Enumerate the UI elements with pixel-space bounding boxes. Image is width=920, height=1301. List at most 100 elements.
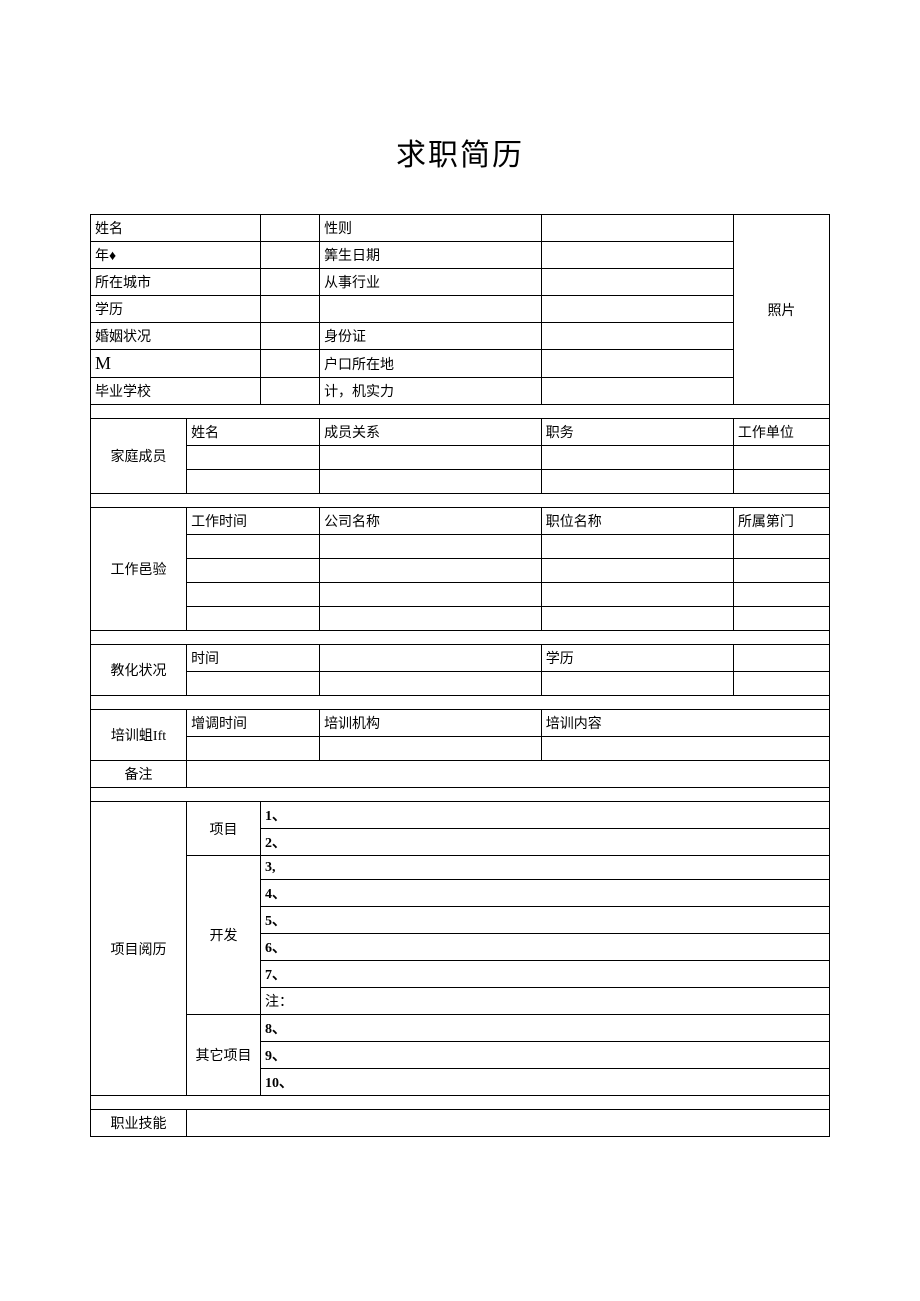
- family-row: [541, 470, 733, 494]
- family-row: [733, 470, 829, 494]
- value-industry: [541, 269, 733, 296]
- work-time-header: 工作时间: [187, 508, 320, 535]
- project-item: 注：: [260, 988, 829, 1015]
- label-computer: 计，机实力: [320, 378, 542, 405]
- value-skills: [187, 1110, 830, 1137]
- photo-cell: 照片: [733, 215, 829, 405]
- value-education3: [541, 296, 733, 323]
- training-row: [187, 737, 320, 761]
- project-item: 8、: [260, 1015, 829, 1042]
- value-marital: [260, 323, 319, 350]
- edu-cell: [320, 645, 542, 672]
- project-item: 2、: [260, 829, 829, 856]
- work-department-header: 所属第门: [733, 508, 829, 535]
- training-time-header: 增调时间: [187, 710, 320, 737]
- value-age: [260, 242, 319, 269]
- label-id: 身份证: [320, 323, 542, 350]
- training-row: [541, 737, 829, 761]
- family-name-header: 姓名: [187, 419, 320, 446]
- work-row: [187, 559, 320, 583]
- value-education: [260, 296, 319, 323]
- project-item: 10、: [260, 1069, 829, 1096]
- value-school: [260, 378, 319, 405]
- value-birth: [541, 242, 733, 269]
- label-city: 所在城市: [91, 269, 261, 296]
- family-row: [541, 446, 733, 470]
- section-project: 项目阅历: [91, 802, 187, 1096]
- work-row: [320, 607, 542, 631]
- value-computer: [541, 378, 733, 405]
- label-remark: 备注: [91, 761, 187, 788]
- label-birth: 筭生日期: [320, 242, 542, 269]
- project-item: 9、: [260, 1042, 829, 1069]
- work-company-header: 公司名称: [320, 508, 542, 535]
- section-skills: 职业技能: [91, 1110, 187, 1137]
- project-sub-project: 项目: [187, 802, 261, 856]
- section-work: 工作邑验: [91, 508, 187, 631]
- section-edu: 教化状况: [91, 645, 187, 696]
- resume-table: 姓名 性则 照片 年♦ 筭生日期 所在城市 从事行业 学历 婚姻状况 身份证 M…: [90, 214, 830, 1137]
- edu-row: [320, 672, 542, 696]
- value-hukou: [541, 350, 733, 378]
- family-row: [187, 470, 320, 494]
- project-sub-other: 其它项目: [187, 1015, 261, 1096]
- edu-degree-header: 学历: [541, 645, 733, 672]
- label-gender: 性则: [320, 215, 542, 242]
- work-row: [733, 583, 829, 607]
- training-org-header: 培训机构: [320, 710, 542, 737]
- project-item: 6、: [260, 934, 829, 961]
- family-relation-header: 成员关系: [320, 419, 542, 446]
- work-row: [733, 535, 829, 559]
- work-row: [541, 607, 733, 631]
- work-row: [733, 607, 829, 631]
- value-gender: [541, 215, 733, 242]
- work-row: [187, 607, 320, 631]
- work-row: [541, 583, 733, 607]
- page-title: 求职简历: [90, 130, 830, 174]
- work-row: [733, 559, 829, 583]
- project-sub-dev: 开发: [187, 856, 261, 1015]
- section-family: 家庭成员: [91, 419, 187, 494]
- work-row: [320, 559, 542, 583]
- work-position-header: 职位名称: [541, 508, 733, 535]
- label-industry: 从事行业: [320, 269, 542, 296]
- work-row: [187, 583, 320, 607]
- edu-row: [733, 672, 829, 696]
- project-item: 5、: [260, 907, 829, 934]
- work-row: [187, 535, 320, 559]
- family-row: [320, 446, 542, 470]
- edu-row: [187, 672, 320, 696]
- label-age: 年♦: [91, 242, 261, 269]
- section-training: 培训蛆Ift: [91, 710, 187, 761]
- work-row: [320, 535, 542, 559]
- project-item: 3,: [260, 856, 829, 880]
- value-m: [260, 350, 319, 378]
- value-city: [260, 269, 319, 296]
- label-education: 学历: [91, 296, 261, 323]
- family-row: [733, 446, 829, 470]
- label-marital: 婚姻状况: [91, 323, 261, 350]
- training-row: [320, 737, 542, 761]
- edu-row: [541, 672, 733, 696]
- edu-cell: [733, 645, 829, 672]
- project-item: 7、: [260, 961, 829, 988]
- training-content-header: 培训内容: [541, 710, 829, 737]
- value-id: [541, 323, 733, 350]
- project-item: 4、: [260, 880, 829, 907]
- value-name: [260, 215, 319, 242]
- family-row: [320, 470, 542, 494]
- work-row: [541, 535, 733, 559]
- family-workplace-header: 工作单位: [733, 419, 829, 446]
- project-item: 1、: [260, 802, 829, 829]
- value-education2: [320, 296, 542, 323]
- label-name: 姓名: [91, 215, 261, 242]
- work-row: [320, 583, 542, 607]
- label-school: 毕业学校: [91, 378, 261, 405]
- label-hukou: 户口所在地: [320, 350, 542, 378]
- work-row: [541, 559, 733, 583]
- edu-time-header: 时间: [187, 645, 320, 672]
- value-remark: [187, 761, 830, 788]
- family-position-header: 职务: [541, 419, 733, 446]
- family-row: [187, 446, 320, 470]
- label-m: M: [91, 350, 261, 378]
